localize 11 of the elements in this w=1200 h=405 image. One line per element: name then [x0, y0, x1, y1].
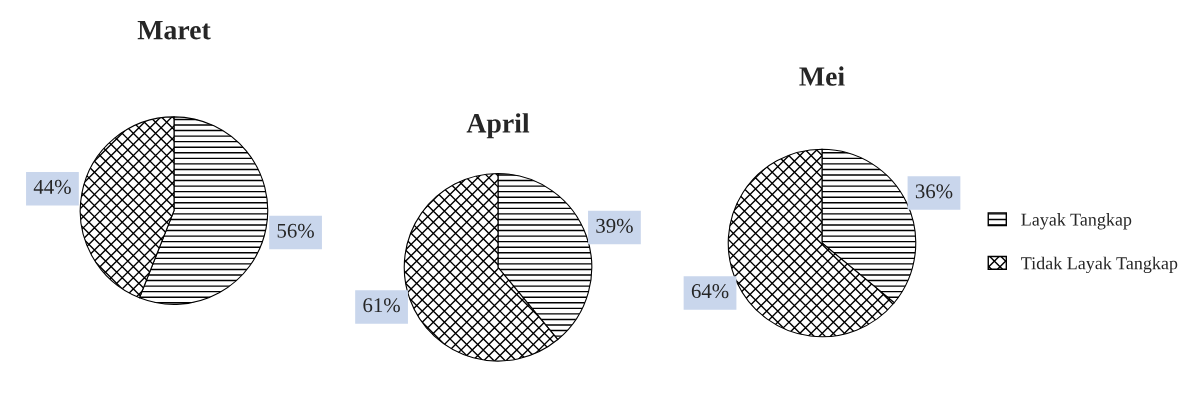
data-label: 44% [33, 179, 71, 194]
data-label: 56% [277, 223, 314, 238]
chart-title: Maret [137, 20, 211, 40]
data-label: 39% [596, 218, 633, 233]
chart-title: April [466, 113, 530, 139]
data-label: 36% [915, 184, 953, 199]
chart-title: Mei [799, 66, 845, 86]
legend-label: Layak Tangkap [1021, 213, 1132, 230]
legend-label: Tidak Layak Tangkap [1021, 256, 1178, 274]
data-label: 61% [363, 298, 400, 313]
data-label: 64% [691, 284, 729, 299]
